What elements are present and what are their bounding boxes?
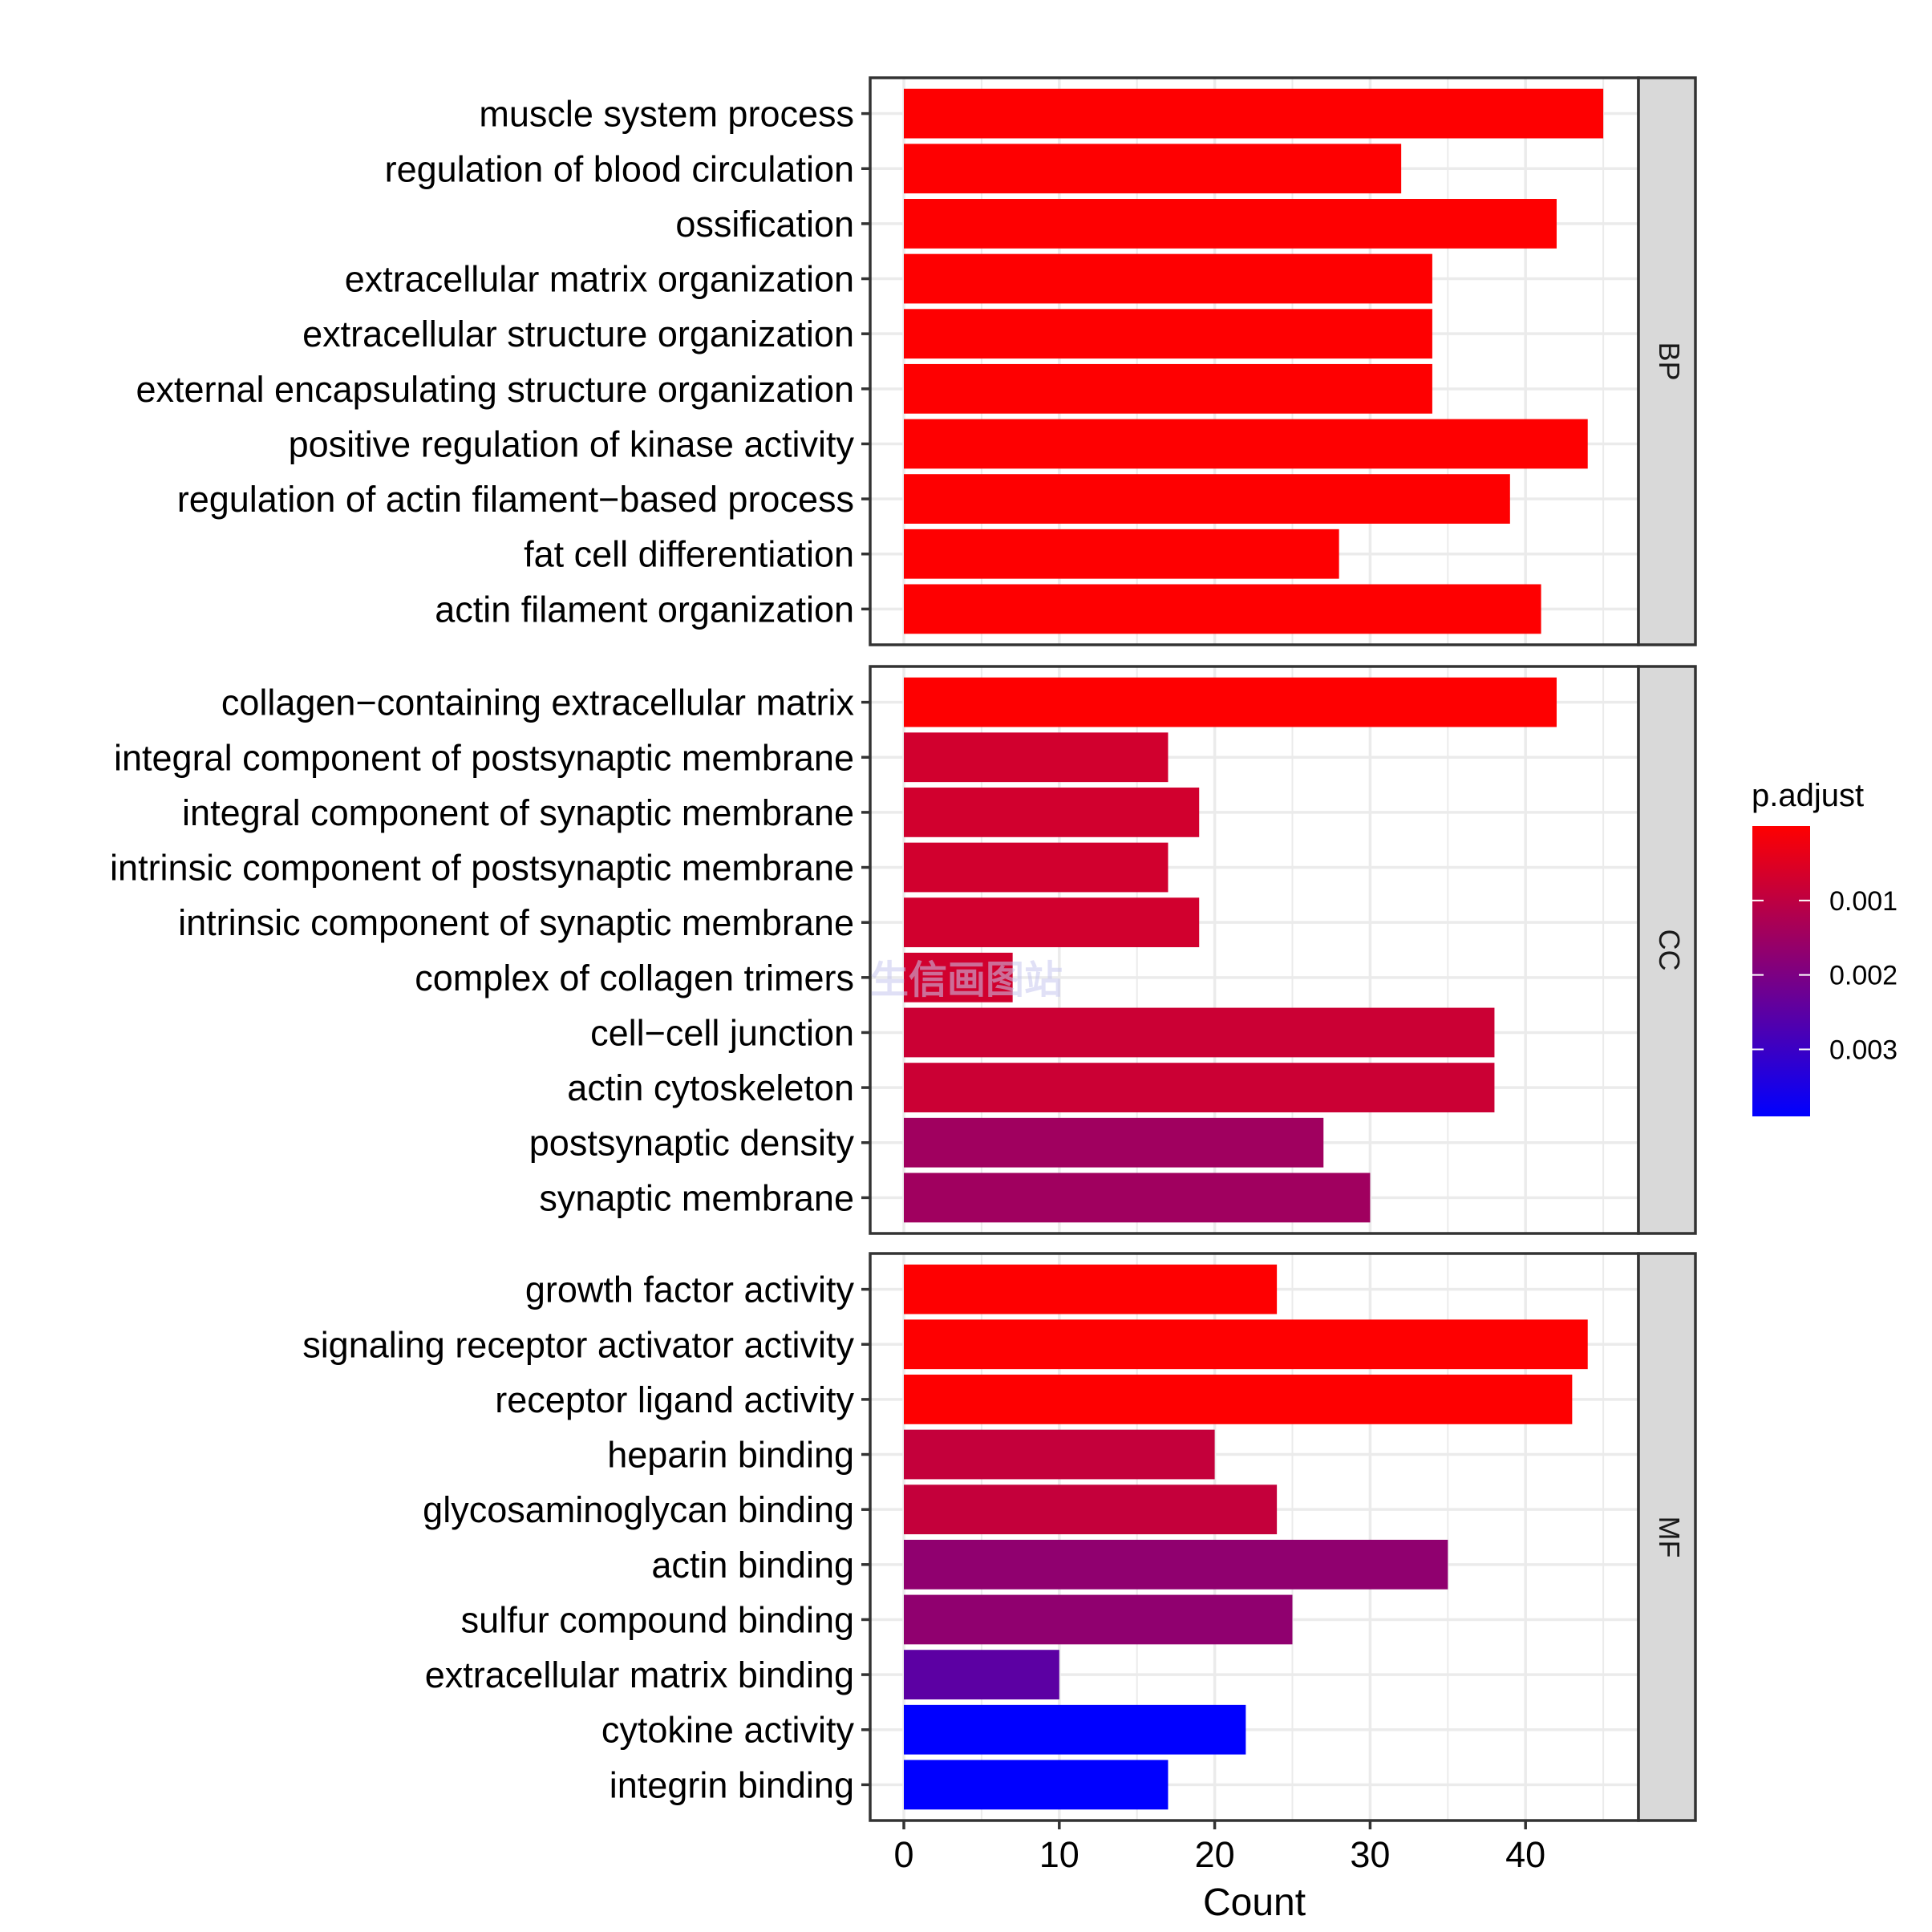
y-tick-label: signaling receptor activator activity	[302, 1324, 854, 1365]
y-tick-label: synaptic membrane	[539, 1177, 854, 1218]
bar	[904, 253, 1432, 304]
y-tick-label: positive regulation of kinase activity	[289, 423, 855, 464]
y-tick-label: external encapsulating structure organiz…	[136, 369, 854, 410]
bar	[904, 363, 1432, 414]
bar	[904, 897, 1200, 948]
bar	[904, 1007, 1495, 1058]
y-tick-label: regulation of actin filament−based proce…	[177, 479, 854, 520]
y-tick-label: extracellular matrix binding	[425, 1655, 854, 1695]
y-tick-label: glycosaminoglycan binding	[423, 1489, 854, 1530]
bar	[904, 199, 1557, 249]
bar	[904, 1704, 1246, 1755]
colorbar	[1752, 826, 1810, 1116]
y-tick-label: cell−cell junction	[590, 1012, 854, 1053]
facet-panel-cc: collagen−containing extracellular matrix…	[110, 665, 1697, 1235]
y-tick-label: cytokine activity	[601, 1710, 855, 1751]
bar	[904, 1319, 1588, 1370]
y-tick-label: intrinsic component of synaptic membrane	[178, 902, 854, 943]
y-tick-label: postsynaptic density	[529, 1123, 855, 1164]
colorbar-ticks: 0.001 0.002 0.003	[1752, 886, 1898, 1065]
bar	[904, 842, 1169, 893]
facet-strip-label: BP	[1653, 342, 1686, 380]
bar	[904, 677, 1557, 727]
facet-panel-mf: growth factor activity signaling receptor…	[302, 1252, 1697, 1822]
bar	[904, 419, 1588, 469]
colorbar-legend: p.adjust 0.001 0.002 0.003	[1752, 778, 1898, 1116]
bar	[904, 1264, 1278, 1314]
y-tick-label: collagen−containing extracellular matrix	[221, 682, 855, 723]
x-tick-label: 10	[1039, 1834, 1079, 1875]
facet-strip-label: CC	[1653, 930, 1686, 971]
bar	[904, 309, 1432, 359]
bar	[904, 1429, 1215, 1480]
bar	[904, 1173, 1371, 1223]
y-tick-label: actin filament organization	[435, 589, 854, 630]
bar	[904, 1484, 1278, 1535]
facet-strip	[1637, 1252, 1697, 1822]
y-tick-label: extracellular matrix organization	[345, 259, 854, 300]
y-tick-label: actin binding	[651, 1545, 854, 1586]
bar	[904, 529, 1339, 579]
bar	[904, 1594, 1293, 1645]
facet-strip	[1637, 76, 1697, 646]
bar	[904, 1539, 1448, 1590]
bar	[904, 788, 1200, 837]
facet-strip	[1637, 665, 1697, 1235]
legend-title: p.adjust	[1752, 778, 1864, 813]
y-tick-label: integral component of synaptic membrane	[182, 792, 854, 833]
bar	[904, 1650, 1059, 1699]
bar	[904, 1117, 1324, 1168]
y-tick-label: receptor ligand activity	[495, 1379, 854, 1420]
y-tick-label: complex of collagen trimers	[415, 958, 854, 998]
y-tick-label: regulation of blood circulation	[385, 148, 854, 189]
y-tick-label: integral component of postsynaptic membr…	[114, 737, 854, 778]
bar	[904, 584, 1541, 634]
x-axis: 0 10 20 30 40	[893, 1821, 1545, 1875]
bar	[904, 732, 1169, 783]
y-tick-label: ossification	[675, 204, 854, 245]
bar	[904, 952, 1013, 1002]
y-tick-label: growth factor activity	[525, 1270, 855, 1310]
bar	[904, 474, 1510, 524]
y-tick-label: actin cytoskeleton	[567, 1067, 854, 1108]
watermark: 生信画图站	[870, 958, 1063, 1002]
y-tick-label: sulfur compound binding	[461, 1599, 854, 1640]
x-tick-label: 40	[1505, 1834, 1545, 1875]
facet-panels: muscle system process regulation of blood…	[110, 76, 1697, 1822]
y-tick-label: integrin binding	[610, 1764, 854, 1805]
y-tick-label: muscle system process	[479, 94, 854, 135]
bar	[904, 88, 1604, 139]
x-tick-label: 20	[1195, 1834, 1235, 1875]
bar	[904, 1760, 1169, 1810]
x-tick-label: 0	[893, 1834, 913, 1875]
y-tick-label: extracellular structure organization	[302, 314, 854, 354]
y-tick-label: intrinsic component of postsynaptic memb…	[110, 848, 854, 889]
bar	[904, 1063, 1495, 1112]
x-axis-title: Count	[1203, 1881, 1306, 1924]
bar	[904, 144, 1402, 194]
y-tick-label: fat cell differentiation	[524, 534, 854, 575]
colorbar-tick-label: 0.003	[1829, 1035, 1898, 1065]
facet-panel-bp: muscle system process regulation of blood…	[136, 76, 1697, 646]
x-tick-label: 30	[1350, 1834, 1390, 1875]
colorbar-tick-label: 0.002	[1829, 961, 1898, 991]
facet-strip-label: MF	[1653, 1517, 1686, 1558]
y-tick-label: heparin binding	[607, 1435, 854, 1476]
bar	[904, 1375, 1573, 1424]
colorbar-tick-label: 0.001	[1829, 886, 1898, 917]
